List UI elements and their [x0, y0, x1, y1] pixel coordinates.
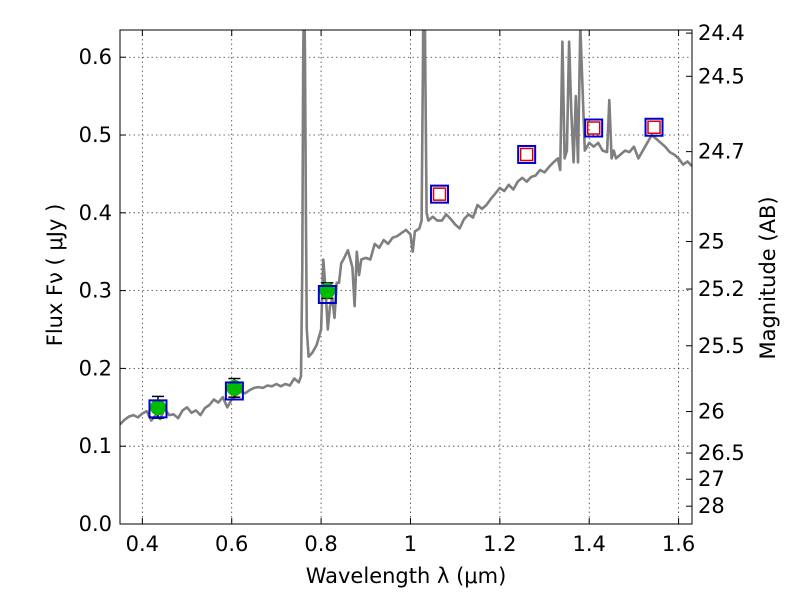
- y-tick-label: 0.2: [79, 356, 112, 380]
- x-tick-label: 1.6: [662, 532, 695, 556]
- model-square-marker: [517, 144, 537, 164]
- marker-layer: [148, 117, 664, 419]
- observed-point: [149, 399, 166, 416]
- mag-tick-label: 26: [698, 400, 725, 424]
- upper-limit-marker: [519, 147, 534, 162]
- mag-tick-label: 25.2: [698, 277, 745, 301]
- model-square-marker: [148, 399, 168, 419]
- plot-area: [120, 30, 692, 426]
- mag-tick-label: 24.5: [698, 64, 745, 88]
- y-tick-label: 0.0: [79, 512, 112, 536]
- model-square-marker: [430, 184, 450, 204]
- mag-tick-label: 26.5: [698, 441, 745, 465]
- x-tick-label: 1: [404, 532, 417, 556]
- mag-tick-label: 27: [698, 467, 725, 491]
- y-tick-label: 0.4: [79, 201, 112, 225]
- upper-limit-marker: [647, 120, 661, 134]
- x-tick-label: 0.8: [304, 532, 337, 556]
- model-square-marker: [317, 285, 337, 305]
- x-tick-label: 1.2: [483, 532, 516, 556]
- y-tick-label: 0.1: [79, 434, 112, 458]
- mag-tick-label: 24.7: [698, 140, 745, 164]
- mag-tick-label: 25.5: [698, 334, 745, 358]
- spectrum-line: [120, 30, 692, 426]
- x-axis-label: Wavelength λ (μm): [306, 564, 507, 588]
- tick-layer: 0.4 0.6 0.8 1 1.2 1.4 1.6 0.0 0.1 0.2 0.3 0.4 0.5 0.6…: [79, 21, 745, 556]
- model-square-marker: [644, 117, 664, 137]
- x-tick-label: 0.6: [215, 532, 248, 556]
- x-tick-label: 1.4: [573, 532, 606, 556]
- grid-layer: [120, 30, 692, 525]
- model-square-marker: [584, 118, 604, 138]
- mag-tick-label: 25: [698, 230, 725, 254]
- y-axis-label: Flux Fν ( μJy ): [43, 204, 67, 347]
- y-tick-label: 0.6: [79, 45, 112, 69]
- upper-limit-marker: [432, 187, 447, 201]
- upper-limit-marker: [586, 121, 601, 135]
- y2-axis-label: Magnitude (AB): [756, 196, 780, 359]
- plot-frame: [119, 29, 693, 525]
- mag-tick-label: 28: [698, 494, 725, 518]
- y-tick-label: 0.5: [79, 123, 112, 147]
- y-tick-label: 0.3: [79, 279, 112, 303]
- mag-tick-label: 24.4: [698, 21, 745, 45]
- x-tick-label: 0.4: [126, 532, 159, 556]
- model-square-marker: [224, 381, 244, 401]
- series-layer: [120, 30, 692, 426]
